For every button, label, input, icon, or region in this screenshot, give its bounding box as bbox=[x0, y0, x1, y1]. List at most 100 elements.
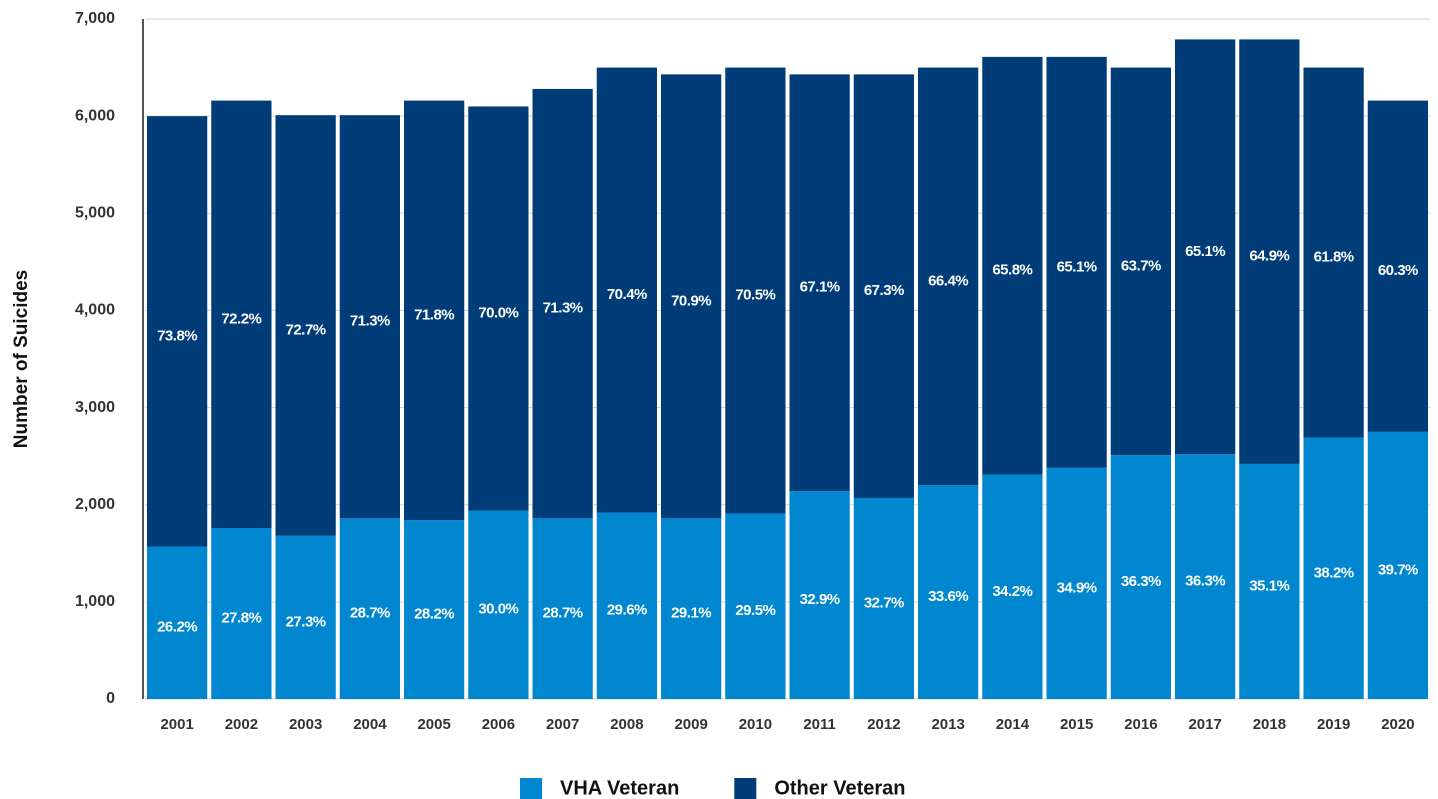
share-label: 70.4% bbox=[607, 286, 647, 303]
share-label: 27.8% bbox=[221, 609, 261, 626]
share-label: 36.3% bbox=[1185, 573, 1225, 590]
bar-segment bbox=[339, 115, 400, 519]
share-label: 70.9% bbox=[671, 292, 711, 309]
x-tick-label: 2002 bbox=[225, 716, 258, 733]
share-label: 32.9% bbox=[800, 591, 840, 608]
share-label: 34.2% bbox=[992, 583, 1032, 600]
x-tick-label: 2015 bbox=[1060, 716, 1093, 733]
legend-label: Other Veteran bbox=[774, 777, 905, 799]
bar-segment bbox=[725, 67, 786, 514]
share-label: 29.6% bbox=[607, 602, 647, 619]
bar-segment bbox=[789, 74, 850, 492]
y-tick-label: 1,000 bbox=[75, 593, 115, 610]
y-tick-label: 2,000 bbox=[75, 496, 115, 513]
share-label: 72.7% bbox=[286, 321, 326, 338]
bar-segment bbox=[339, 518, 400, 699]
bar-segment bbox=[1303, 67, 1364, 438]
x-tick-label: 2010 bbox=[739, 716, 772, 733]
bar-segment bbox=[1239, 463, 1300, 699]
share-label: 28.2% bbox=[414, 606, 454, 623]
share-label: 29.5% bbox=[735, 602, 775, 619]
bar-segment bbox=[661, 74, 722, 519]
bar-segment bbox=[1110, 67, 1171, 456]
bar-segment bbox=[211, 100, 272, 529]
share-label: 71.3% bbox=[350, 313, 390, 330]
bar-segment bbox=[725, 513, 786, 699]
share-label: 29.1% bbox=[671, 605, 711, 622]
y-tick-label: 7,000 bbox=[75, 10, 115, 27]
bar-segment bbox=[982, 56, 1043, 475]
share-label: 65.1% bbox=[1185, 243, 1225, 260]
share-label: 28.7% bbox=[543, 605, 583, 622]
bar-segment bbox=[1303, 437, 1364, 699]
share-label: 64.9% bbox=[1249, 248, 1289, 265]
share-label: 72.2% bbox=[221, 310, 261, 327]
bar-segment bbox=[404, 520, 465, 699]
bar-segment bbox=[211, 528, 272, 699]
bar-segment bbox=[789, 491, 850, 699]
legend-swatch bbox=[520, 778, 542, 799]
bar-segment bbox=[1110, 455, 1171, 699]
bar-segment bbox=[532, 518, 593, 699]
share-label: 67.1% bbox=[800, 279, 840, 296]
bar-segment bbox=[532, 88, 593, 519]
share-label: 71.8% bbox=[414, 306, 454, 323]
share-label: 36.3% bbox=[1121, 573, 1161, 590]
share-label: 73.8% bbox=[157, 327, 197, 344]
share-label: 35.1% bbox=[1249, 577, 1289, 594]
x-tick-label: 2011 bbox=[803, 716, 836, 733]
bar-segment bbox=[853, 74, 914, 498]
bar-segment bbox=[853, 497, 914, 699]
share-label: 32.7% bbox=[864, 594, 904, 611]
share-label: 65.8% bbox=[992, 262, 1032, 279]
y-tick-label: 0 bbox=[106, 690, 115, 707]
x-tick-label: 2014 bbox=[996, 716, 1030, 733]
share-label: 61.8% bbox=[1314, 249, 1354, 266]
share-label: 38.2% bbox=[1314, 564, 1354, 581]
bar-segment bbox=[918, 67, 979, 486]
bar-segment bbox=[468, 106, 529, 511]
x-tick-label: 2007 bbox=[546, 716, 579, 733]
x-tick-label: 2006 bbox=[482, 716, 515, 733]
bar-segment bbox=[661, 518, 722, 699]
share-label: 70.5% bbox=[735, 286, 775, 303]
bar-segment bbox=[982, 474, 1043, 699]
share-label: 27.3% bbox=[286, 613, 326, 630]
legend-label: VHA Veteran bbox=[560, 777, 679, 799]
y-tick-label: 6,000 bbox=[75, 107, 115, 124]
share-label: 28.7% bbox=[350, 605, 390, 622]
bar-segment bbox=[1367, 431, 1428, 699]
share-label: 65.1% bbox=[1057, 258, 1097, 275]
x-tick-label: 2012 bbox=[867, 716, 900, 733]
bar-segment bbox=[468, 510, 529, 699]
bar-segment bbox=[1046, 467, 1107, 699]
bar-segment bbox=[275, 115, 336, 536]
bar-segment bbox=[147, 116, 208, 547]
y-tick-label: 5,000 bbox=[75, 205, 115, 222]
bar-segment bbox=[1239, 39, 1300, 464]
share-label: 70.0% bbox=[478, 304, 518, 321]
bar-segment bbox=[147, 546, 208, 699]
bar-segment bbox=[1175, 39, 1236, 455]
bar-segment bbox=[918, 485, 979, 699]
bar-segment bbox=[1367, 100, 1428, 432]
share-label: 39.7% bbox=[1378, 561, 1418, 578]
y-tick-label: 4,000 bbox=[75, 302, 115, 319]
x-tick-label: 2017 bbox=[1188, 716, 1221, 733]
share-label: 30.0% bbox=[478, 601, 518, 618]
bar-segment bbox=[275, 535, 336, 699]
x-tick-label: 2004 bbox=[353, 716, 387, 733]
legend-swatch bbox=[734, 778, 757, 799]
share-label: 66.4% bbox=[928, 272, 968, 289]
share-label: 63.7% bbox=[1121, 257, 1161, 274]
bar-segment bbox=[596, 512, 657, 699]
x-tick-label: 2016 bbox=[1124, 716, 1157, 733]
bar-segment bbox=[1046, 56, 1107, 468]
share-label: 71.3% bbox=[543, 300, 583, 317]
bar-segment bbox=[404, 100, 465, 521]
share-label: 60.3% bbox=[1378, 262, 1418, 279]
x-tick-label: 2001 bbox=[160, 716, 193, 733]
y-axis-label: Number of Suicides bbox=[11, 270, 32, 448]
bar-segment bbox=[596, 67, 657, 513]
